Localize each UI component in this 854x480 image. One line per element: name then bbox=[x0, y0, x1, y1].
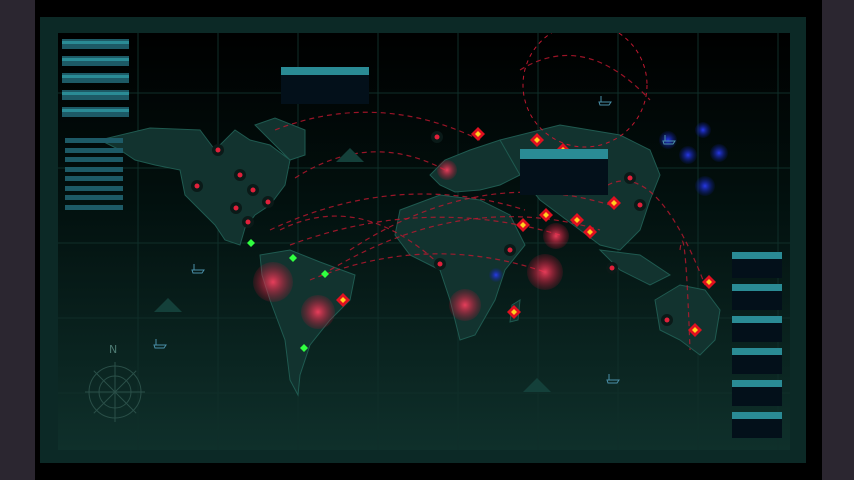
strike-marker-core bbox=[587, 229, 593, 235]
target-dot bbox=[627, 175, 633, 181]
ship-icon bbox=[606, 374, 620, 384]
side-panel-header bbox=[732, 316, 782, 323]
status-bar bbox=[62, 73, 129, 83]
terrain-marker bbox=[523, 378, 551, 392]
terrain-marker bbox=[154, 298, 182, 312]
target-dot bbox=[637, 202, 643, 208]
data-line bbox=[65, 166, 123, 172]
attack-route bbox=[599, 180, 706, 286]
target-dot bbox=[609, 265, 615, 271]
ship-icon bbox=[598, 96, 612, 106]
friendly-unit-glow bbox=[695, 176, 715, 196]
attack-route bbox=[519, 54, 651, 101]
left-border bbox=[0, 0, 35, 480]
compass-spoke bbox=[114, 391, 137, 414]
strike-marker-core bbox=[543, 212, 549, 218]
ship-icon bbox=[191, 264, 205, 274]
attack-route bbox=[269, 193, 526, 231]
status-bar-highlight bbox=[62, 109, 129, 112]
waypoint-marker bbox=[247, 239, 255, 247]
data-line bbox=[65, 157, 123, 162]
threat-glow bbox=[543, 223, 569, 249]
waypoint-marker bbox=[289, 254, 297, 262]
target-dot bbox=[437, 261, 443, 267]
compass-north-label: N bbox=[109, 343, 118, 356]
target-dot bbox=[664, 317, 670, 323]
strike-marker-core bbox=[692, 327, 698, 333]
target-dot bbox=[237, 172, 243, 178]
ship-icon bbox=[662, 135, 676, 145]
target-dot bbox=[507, 247, 513, 253]
data-line bbox=[65, 204, 123, 210]
strike-marker-core bbox=[574, 217, 580, 223]
attack-route bbox=[294, 151, 446, 179]
status-bar bbox=[62, 39, 129, 49]
attack-route bbox=[349, 191, 611, 251]
status-bar-highlight bbox=[62, 75, 129, 78]
friendly-unit-glow bbox=[679, 146, 697, 164]
data-line bbox=[65, 185, 123, 191]
attack-route bbox=[309, 253, 546, 281]
attack-route bbox=[329, 216, 601, 271]
strike-marker-core bbox=[340, 297, 346, 303]
continent-greenland bbox=[254, 117, 306, 161]
threat-glow bbox=[253, 262, 293, 302]
strike-marker-core bbox=[475, 131, 481, 137]
status-bar-highlight bbox=[62, 41, 129, 44]
compass-spoke bbox=[114, 370, 137, 393]
friendly-unit-glow bbox=[659, 131, 677, 149]
threat-glow bbox=[449, 289, 481, 321]
status-bar-highlight bbox=[62, 58, 129, 61]
strike-marker-core bbox=[611, 200, 617, 206]
friendly-unit-glow bbox=[489, 268, 503, 282]
side-panel-header bbox=[732, 412, 782, 419]
threat-glow bbox=[527, 254, 563, 290]
right-border bbox=[822, 0, 854, 480]
radar-arc bbox=[522, 33, 648, 148]
continent-australia bbox=[654, 284, 721, 356]
status-bar-highlight bbox=[62, 92, 129, 95]
side-panel-header bbox=[732, 348, 782, 355]
status-bar bbox=[62, 90, 129, 100]
attack-route bbox=[289, 216, 561, 246]
status-bar bbox=[62, 56, 129, 66]
data-line bbox=[65, 195, 123, 200]
ship-icon bbox=[153, 339, 167, 349]
target-dot bbox=[194, 183, 200, 189]
world-map bbox=[58, 33, 790, 450]
data-line bbox=[65, 147, 123, 153]
map-canvas bbox=[58, 33, 790, 450]
side-panel-header bbox=[732, 284, 782, 291]
info-panel-header bbox=[281, 67, 369, 75]
strike-marker-core bbox=[706, 279, 712, 285]
target-dot bbox=[250, 187, 256, 193]
attack-route bbox=[274, 111, 481, 141]
attack-route bbox=[279, 215, 441, 266]
compass-spoke bbox=[93, 370, 116, 393]
waypoint-marker bbox=[321, 270, 329, 278]
continent-africa bbox=[394, 194, 526, 341]
strike-marker-core bbox=[511, 309, 517, 315]
target-dot bbox=[215, 147, 221, 153]
threat-glow bbox=[437, 160, 457, 180]
target-dot bbox=[434, 134, 440, 140]
side-panel-header bbox=[732, 252, 782, 259]
threat-glow bbox=[301, 295, 335, 329]
status-bar bbox=[62, 107, 129, 117]
strike-marker-core bbox=[520, 222, 526, 228]
data-line bbox=[65, 138, 123, 143]
target-dot bbox=[265, 199, 271, 205]
friendly-unit-glow bbox=[695, 122, 711, 138]
strike-marker-core bbox=[534, 137, 540, 143]
data-line bbox=[65, 176, 123, 181]
info-panel-header bbox=[520, 149, 608, 159]
side-panel-header bbox=[732, 380, 782, 387]
terrain-marker bbox=[336, 148, 364, 162]
compass-spoke bbox=[93, 391, 116, 414]
friendly-unit-glow bbox=[710, 144, 728, 162]
waypoint-marker bbox=[300, 344, 308, 352]
target-dot bbox=[233, 205, 239, 211]
target-dot bbox=[245, 219, 251, 225]
